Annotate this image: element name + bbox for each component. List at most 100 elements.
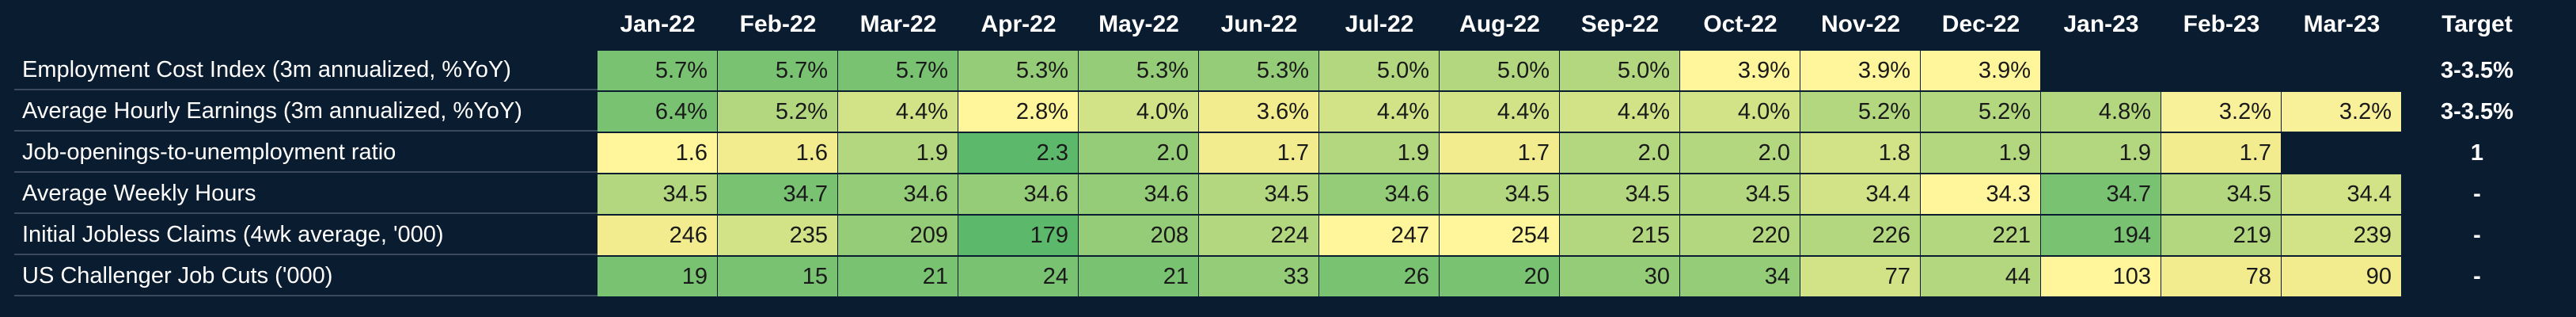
cell: 34.3 bbox=[1921, 174, 2040, 214]
cell: 5.3% bbox=[1199, 51, 1318, 90]
cell: 5.3% bbox=[958, 51, 1078, 90]
cell: 2.3 bbox=[958, 133, 1078, 173]
cell: 215 bbox=[1560, 216, 1679, 255]
column-header: Jun-22 bbox=[1220, 11, 1298, 37]
cell: 5.2% bbox=[1921, 92, 2040, 132]
empty-cell bbox=[2282, 133, 2401, 173]
target: 1 bbox=[2470, 139, 2484, 166]
cell: 1.9 bbox=[1319, 133, 1439, 173]
cell: 34.5 bbox=[1440, 174, 1559, 214]
target: - bbox=[2473, 181, 2481, 207]
cell: 1.7 bbox=[1199, 133, 1318, 173]
cell: 5.3% bbox=[1079, 51, 1198, 90]
cell: 30 bbox=[1560, 257, 1679, 296]
cell: 224 bbox=[1199, 216, 1318, 255]
cell: 34.6 bbox=[1079, 174, 1198, 214]
cell: 5.0% bbox=[1319, 51, 1439, 90]
cell: 1.9 bbox=[1921, 133, 2040, 173]
cell: 5.7% bbox=[838, 51, 958, 90]
row-label: Employment Cost Index (3m annualized, %Y… bbox=[14, 51, 598, 90]
cell: 4.0% bbox=[1680, 92, 1800, 132]
target: - bbox=[2473, 263, 2481, 289]
column-header: Feb-22 bbox=[739, 11, 817, 37]
cell: 5.0% bbox=[1560, 51, 1679, 90]
cell: 4.4% bbox=[1560, 92, 1679, 132]
cell: 1.6 bbox=[718, 133, 837, 173]
cell: 235 bbox=[718, 216, 837, 255]
cell: 1.7 bbox=[1440, 133, 1559, 173]
cell: 5.7% bbox=[598, 51, 717, 90]
cell: 34.5 bbox=[1560, 174, 1679, 214]
cell: 34.6 bbox=[1319, 174, 1439, 214]
cell: 103 bbox=[2041, 257, 2161, 296]
cell: 33 bbox=[1199, 257, 1318, 296]
empty-cell bbox=[2161, 51, 2281, 90]
column-header: Mar-22 bbox=[859, 11, 937, 37]
column-header: Dec-22 bbox=[1941, 11, 2020, 37]
cell: 226 bbox=[1800, 216, 1920, 255]
cell: 2.0 bbox=[1079, 133, 1198, 173]
column-header: Sep-22 bbox=[1580, 11, 1660, 37]
target: 3-3.5% bbox=[2441, 98, 2513, 124]
cell: 208 bbox=[1079, 216, 1198, 255]
cell: 78 bbox=[2161, 257, 2281, 296]
cell: 34.6 bbox=[838, 174, 958, 214]
cell: 34.6 bbox=[958, 174, 1078, 214]
column-header: Oct-22 bbox=[1703, 11, 1777, 37]
cell: 34 bbox=[1680, 257, 1800, 296]
cell: 34.7 bbox=[718, 174, 837, 214]
cell: 3.6% bbox=[1199, 92, 1318, 132]
cell: 4.4% bbox=[1319, 92, 1439, 132]
column-header: Jan-22 bbox=[620, 11, 696, 37]
cell: 34.5 bbox=[1680, 174, 1800, 214]
cell: 34.4 bbox=[2282, 174, 2401, 214]
cell: 254 bbox=[1440, 216, 1559, 255]
cell: 34.5 bbox=[2161, 174, 2281, 214]
cell: 1.7 bbox=[2161, 133, 2281, 173]
row-label: Average Weekly Hours bbox=[14, 174, 598, 214]
cell: 220 bbox=[1680, 216, 1800, 255]
cell: 24 bbox=[958, 257, 1078, 296]
cell: 21 bbox=[1079, 257, 1198, 296]
cell: 2.0 bbox=[1560, 133, 1679, 173]
cell: 19 bbox=[598, 257, 717, 296]
cell: 1.9 bbox=[838, 133, 958, 173]
cell: 219 bbox=[2161, 216, 2281, 255]
cell: 1.9 bbox=[2041, 133, 2161, 173]
cell: 5.2% bbox=[1800, 92, 1920, 132]
cell: 179 bbox=[958, 216, 1078, 255]
row-label: US Challenger Job Cuts ('000) bbox=[14, 257, 598, 296]
cell: 4.8% bbox=[2041, 92, 2161, 132]
cell: 1.8 bbox=[1800, 133, 1920, 173]
cell: 90 bbox=[2282, 257, 2401, 296]
row-label: Job-openings-to-unemployment ratio bbox=[14, 133, 598, 173]
column-header: Apr-22 bbox=[981, 11, 1057, 37]
cell: 4.4% bbox=[1440, 92, 1559, 132]
empty-cell bbox=[2282, 51, 2401, 90]
target: - bbox=[2473, 222, 2481, 248]
cell: 239 bbox=[2282, 216, 2401, 255]
cell: 21 bbox=[838, 257, 958, 296]
cell: 221 bbox=[1921, 216, 2040, 255]
column-header: Aug-22 bbox=[1459, 11, 1540, 37]
cell: 209 bbox=[838, 216, 958, 255]
cell: 2.8% bbox=[958, 92, 1078, 132]
cell: 20 bbox=[1440, 257, 1559, 296]
cell: 34.7 bbox=[2041, 174, 2161, 214]
column-header: Nov-22 bbox=[1820, 11, 1901, 37]
column-header: Jan-23 bbox=[2063, 11, 2139, 37]
cell: 15 bbox=[718, 257, 837, 296]
row-label: Average Hourly Earnings (3m annualized, … bbox=[14, 92, 598, 132]
cell: 44 bbox=[1921, 257, 2040, 296]
cell: 77 bbox=[1800, 257, 1920, 296]
cell: 246 bbox=[598, 216, 717, 255]
cell: 3.9% bbox=[1921, 51, 2040, 90]
empty-cell bbox=[2041, 51, 2161, 90]
cell: 34.5 bbox=[598, 174, 717, 214]
cell: 26 bbox=[1319, 257, 1439, 296]
cell: 5.2% bbox=[718, 92, 837, 132]
column-header: Jul-22 bbox=[1345, 11, 1414, 37]
cell: 3.9% bbox=[1800, 51, 1920, 90]
cell: 2.0 bbox=[1680, 133, 1800, 173]
